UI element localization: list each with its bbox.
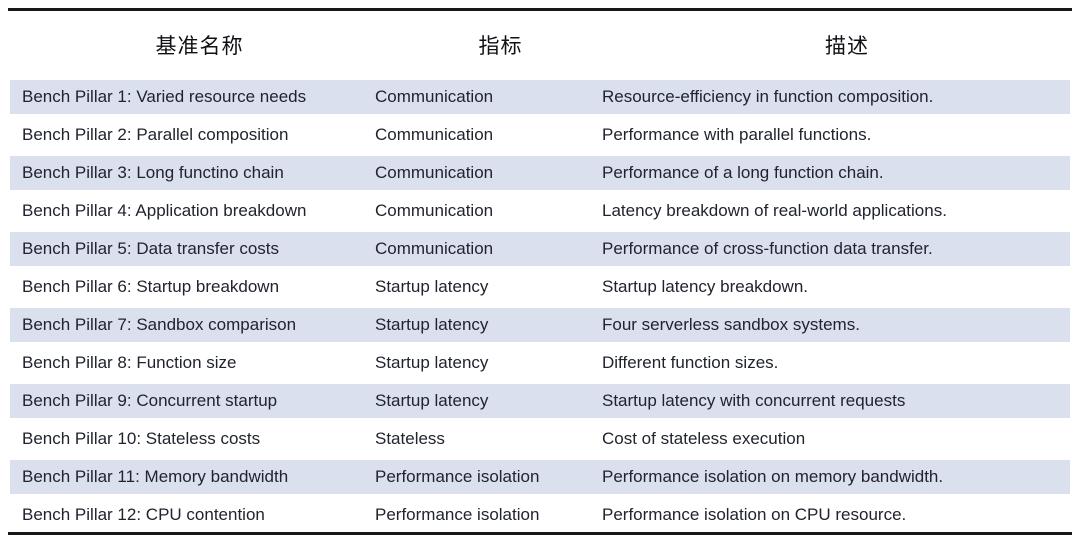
table-row: Bench Pillar 8: Function size Startup lat…: [10, 344, 1070, 382]
row-metric: Communication: [375, 201, 494, 220]
row-benchmark-name: Bench Pillar 6: Startup breakdown: [22, 277, 280, 296]
row-description: Performance with parallel functions.: [602, 125, 872, 144]
benchmark-table: 基准名称 指标 描述 Bench Pillar 1: Varied resour…: [10, 11, 1070, 534]
row-benchmark-name: Bench Pillar 11: Memory bandwidth: [22, 467, 289, 486]
row-benchmark-name: Bench Pillar 3: Long functino chain: [22, 163, 284, 182]
table-row: Bench Pillar 4: Application breakdown Com…: [10, 192, 1070, 230]
row-benchmark-name: Bench Pillar 12: CPU contention: [22, 505, 265, 524]
row-description: Four serverless sandbox systems.: [602, 315, 860, 334]
row-description: Performance of a long function chain.: [602, 163, 884, 182]
row-metric: Communication: [375, 163, 494, 182]
row-metric: Stateless: [375, 429, 445, 448]
row-benchmark-name: Bench Pillar 1: Varied resource needs: [22, 87, 307, 106]
header-metric: 指标: [478, 33, 523, 58]
row-metric: Performance isolation: [375, 505, 540, 524]
row-description: Performance isolation on CPU resource.: [602, 505, 907, 524]
table-row: Bench Pillar 6: Startup breakdown Startup…: [10, 268, 1070, 306]
row-description: Resource-efficiency in function composit…: [602, 87, 934, 106]
row-benchmark-name: Bench Pillar 10: Stateless costs: [22, 429, 261, 448]
table-row: Bench Pillar 1: Varied resource needs Com…: [10, 78, 1070, 116]
row-metric: Startup latency: [375, 277, 489, 296]
row-description: Performance isolation on memory bandwidt…: [602, 467, 944, 486]
table-row: Bench Pillar 2: Parallel composition Comm…: [10, 116, 1070, 154]
row-metric: Communication: [375, 87, 494, 106]
table-bottom-rule: [8, 532, 1072, 535]
table-row: Bench Pillar 11: Memory bandwidth Perform…: [10, 458, 1070, 496]
row-metric: Performance isolation: [375, 467, 540, 486]
row-metric: Startup latency: [375, 353, 489, 372]
row-description: Performance of cross-function data trans…: [602, 239, 933, 258]
row-description: Startup latency with concurrent requests: [602, 391, 906, 410]
row-metric: Communication: [375, 125, 494, 144]
table-row: Bench Pillar 9: Concurrent startup Startu…: [10, 382, 1070, 420]
table-row: Bench Pillar 5: Data transfer costs Commu…: [10, 230, 1070, 268]
row-description: Latency breakdown of real-world applicat…: [602, 201, 947, 220]
row-metric: Startup latency: [375, 391, 489, 410]
table-header-row: 基准名称 指标 描述: [10, 11, 1070, 78]
row-description: Startup latency breakdown.: [602, 277, 809, 296]
table-row: Bench Pillar 7: Sandbox comparison Startu…: [10, 306, 1070, 344]
table-body: Bench Pillar 1: Varied resource needs Com…: [10, 78, 1070, 534]
table-row: Bench Pillar 10: Stateless costs Stateles…: [10, 420, 1070, 458]
row-metric: Startup latency: [375, 315, 489, 334]
row-benchmark-name: Bench Pillar 4: Application breakdown: [22, 201, 307, 220]
row-benchmark-name: Bench Pillar 8: Function size: [22, 353, 237, 372]
header-description: 描述: [825, 33, 869, 58]
header-benchmark-name: 基准名称: [155, 33, 244, 58]
row-benchmark-name: Bench Pillar 5: Data transfer costs: [22, 239, 280, 258]
row-description: Different function sizes.: [602, 353, 779, 372]
row-description: Cost of stateless execution: [602, 429, 806, 448]
table-top-rule: [8, 8, 1072, 11]
row-benchmark-name: Bench Pillar 2: Parallel composition: [22, 125, 289, 144]
row-benchmark-name: Bench Pillar 7: Sandbox comparison: [22, 315, 297, 334]
table-row: Bench Pillar 3: Long functino chain Commu…: [10, 154, 1070, 192]
row-metric: Communication: [375, 239, 494, 258]
row-benchmark-name: Bench Pillar 9: Concurrent startup: [22, 391, 278, 410]
table-row: Bench Pillar 12: CPU contention Performan…: [10, 496, 1070, 534]
